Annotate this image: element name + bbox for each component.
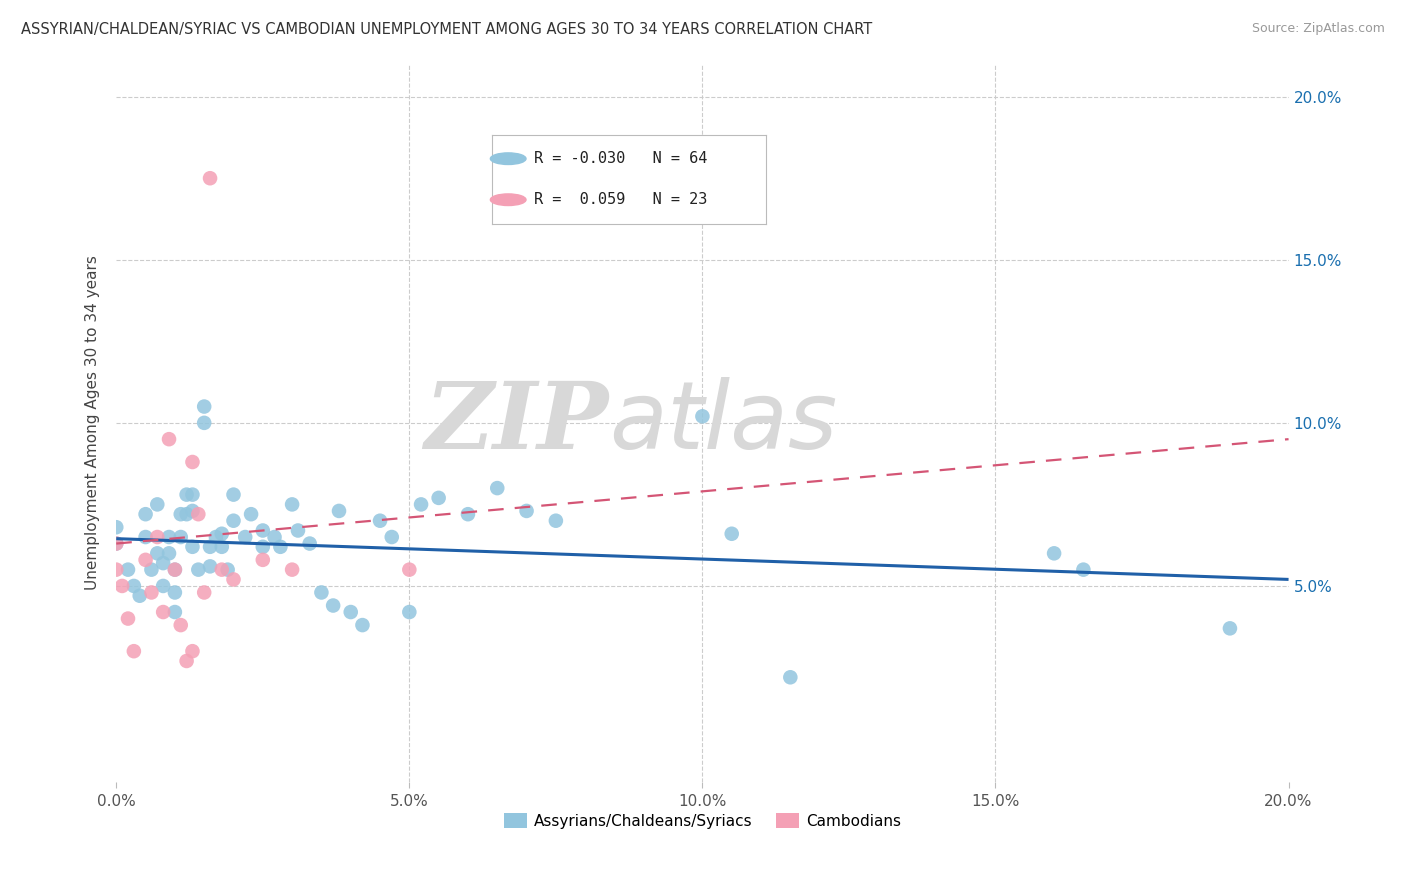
- Point: [281, 563, 304, 577]
- Point: [1073, 563, 1095, 577]
- Point: [181, 540, 204, 554]
- Legend: Assyrians/Chaldeans/Syriacs, Cambodians: Assyrians/Chaldeans/Syriacs, Cambodians: [498, 807, 907, 835]
- Point: [157, 432, 180, 446]
- Point: [287, 524, 309, 538]
- Point: [1219, 621, 1241, 635]
- Point: [311, 585, 333, 599]
- Point: [1043, 546, 1066, 560]
- Point: [281, 497, 304, 511]
- Point: [516, 504, 538, 518]
- Point: [211, 540, 233, 554]
- Point: [117, 611, 139, 625]
- Point: [368, 514, 391, 528]
- Point: [187, 563, 209, 577]
- Point: [398, 605, 420, 619]
- Circle shape: [491, 153, 526, 164]
- Point: [252, 540, 274, 554]
- Point: [198, 171, 221, 186]
- Point: [181, 488, 204, 502]
- Point: [328, 504, 350, 518]
- Point: [222, 514, 245, 528]
- Point: [176, 488, 198, 502]
- Point: [181, 455, 204, 469]
- Point: [152, 579, 174, 593]
- Point: [193, 585, 215, 599]
- Point: [240, 507, 263, 521]
- Point: [105, 536, 128, 550]
- Point: [269, 540, 291, 554]
- Point: [252, 553, 274, 567]
- Y-axis label: Unemployment Among Ages 30 to 34 years: Unemployment Among Ages 30 to 34 years: [86, 255, 100, 591]
- Point: [163, 563, 186, 577]
- Point: [211, 563, 233, 577]
- Point: [779, 670, 801, 684]
- Point: [263, 530, 285, 544]
- Point: [233, 530, 256, 544]
- Text: ASSYRIAN/CHALDEAN/SYRIAC VS CAMBODIAN UNEMPLOYMENT AMONG AGES 30 TO 34 YEARS COR: ASSYRIAN/CHALDEAN/SYRIAC VS CAMBODIAN UN…: [21, 22, 872, 37]
- Text: atlas: atlas: [609, 377, 837, 468]
- Point: [298, 536, 321, 550]
- Point: [105, 536, 128, 550]
- Point: [398, 563, 420, 577]
- Point: [141, 563, 163, 577]
- Point: [544, 514, 567, 528]
- Point: [339, 605, 361, 619]
- Text: R =  0.059   N = 23: R = 0.059 N = 23: [534, 192, 707, 207]
- Point: [381, 530, 404, 544]
- Point: [486, 481, 509, 495]
- Text: ZIP: ZIP: [425, 378, 609, 468]
- Text: Source: ZipAtlas.com: Source: ZipAtlas.com: [1251, 22, 1385, 36]
- Point: [128, 589, 150, 603]
- Point: [409, 497, 432, 511]
- Point: [457, 507, 479, 521]
- Point: [170, 530, 193, 544]
- Point: [163, 585, 186, 599]
- Point: [122, 579, 145, 593]
- Point: [222, 573, 245, 587]
- Point: [720, 526, 742, 541]
- Text: R = -0.030   N = 64: R = -0.030 N = 64: [534, 151, 707, 166]
- Point: [170, 618, 193, 632]
- Point: [135, 507, 157, 521]
- Point: [187, 507, 209, 521]
- Point: [105, 520, 128, 534]
- Point: [322, 599, 344, 613]
- Point: [135, 553, 157, 567]
- Point: [198, 559, 221, 574]
- Point: [176, 654, 198, 668]
- Point: [193, 400, 215, 414]
- Point: [222, 488, 245, 502]
- Point: [157, 530, 180, 544]
- Point: [205, 530, 228, 544]
- Point: [135, 530, 157, 544]
- Point: [176, 507, 198, 521]
- Point: [163, 605, 186, 619]
- Point: [427, 491, 450, 505]
- Point: [198, 540, 221, 554]
- Point: [163, 563, 186, 577]
- Point: [181, 644, 204, 658]
- Point: [170, 507, 193, 521]
- Point: [111, 579, 134, 593]
- Point: [146, 530, 169, 544]
- Point: [152, 605, 174, 619]
- Point: [352, 618, 374, 632]
- Point: [105, 563, 128, 577]
- Point: [157, 546, 180, 560]
- Point: [146, 546, 169, 560]
- Point: [193, 416, 215, 430]
- Point: [146, 497, 169, 511]
- Point: [122, 644, 145, 658]
- Point: [217, 563, 239, 577]
- Point: [117, 563, 139, 577]
- Point: [152, 556, 174, 570]
- Point: [141, 585, 163, 599]
- Point: [211, 526, 233, 541]
- Circle shape: [491, 194, 526, 205]
- Point: [181, 504, 204, 518]
- Point: [252, 524, 274, 538]
- Point: [692, 409, 714, 424]
